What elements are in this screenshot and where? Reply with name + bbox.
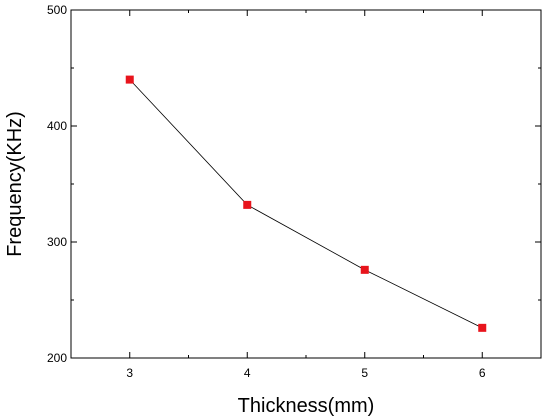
series-line (129, 79, 483, 329)
x-tick-label: 6 (479, 366, 486, 380)
y-tick-label: 300 (47, 235, 67, 249)
y-tick-label: 400 (47, 119, 67, 133)
x-axis-title: Thickness(mm) (238, 395, 375, 417)
data-point-marker (125, 75, 134, 84)
tick-labels: 200 300 400 500 3 4 5 6 (47, 3, 486, 380)
data-series (125, 75, 487, 332)
x-tick-label: 5 (361, 366, 368, 380)
x-tick-label: 4 (244, 366, 251, 380)
plot-frame (70, 9, 542, 359)
y-axis-title: Frequency(KHz) (4, 111, 26, 257)
data-point-marker (478, 323, 487, 332)
data-point-marker (360, 265, 369, 274)
y-tick-label: 500 (47, 3, 67, 17)
data-point-marker (243, 200, 252, 209)
y-tick-label: 200 (47, 351, 67, 365)
axis-ticks (71, 9, 541, 359)
x-tick-label: 3 (126, 366, 133, 380)
